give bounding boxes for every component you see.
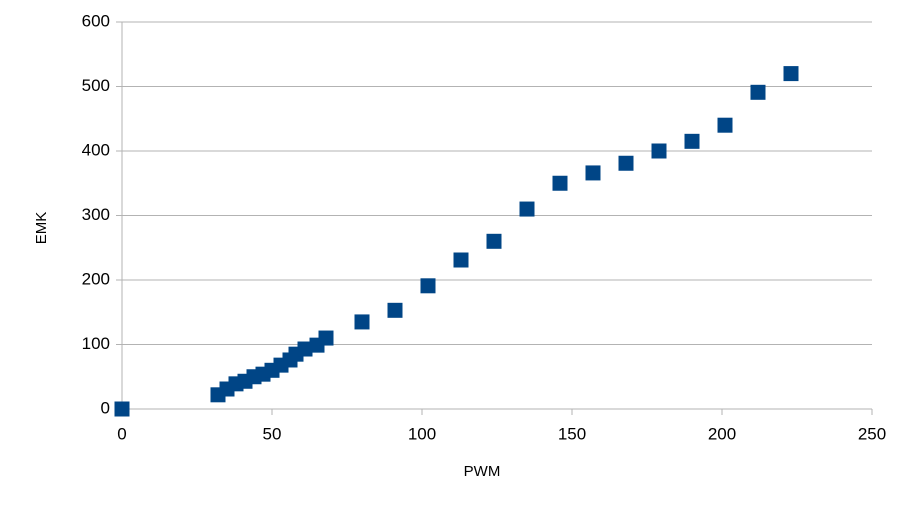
point: [387, 302, 403, 318]
y-tick-label: 200: [82, 269, 110, 288]
x-tick-label: 100: [408, 424, 436, 443]
x-tick-label: 0: [117, 424, 126, 443]
y-tick-label: 0: [101, 398, 110, 417]
point: [585, 165, 601, 181]
x-tick-label: 50: [263, 424, 282, 443]
point: [717, 117, 733, 133]
point: [519, 201, 535, 217]
y-tick-label: 100: [82, 334, 110, 353]
point: [651, 143, 667, 159]
y-tick-label: 300: [82, 205, 110, 224]
y-tick-label: 600: [82, 11, 110, 30]
point: [297, 341, 313, 357]
point: [783, 66, 799, 82]
y-axis-label: EMK: [33, 212, 50, 245]
y-tick-label: 500: [82, 76, 110, 95]
point: [453, 252, 469, 268]
x-axis-label: PWM: [464, 463, 501, 480]
point: [618, 155, 634, 171]
point: [552, 175, 568, 191]
point: [486, 233, 502, 249]
x-tick-label: 200: [708, 424, 736, 443]
point: [750, 84, 766, 100]
point: [354, 314, 370, 330]
x-tick-label: 250: [858, 424, 886, 443]
x-tick-label: 150: [558, 424, 586, 443]
point: [318, 330, 334, 346]
point: [420, 278, 436, 294]
point: [114, 401, 130, 417]
y-tick-label: 400: [82, 140, 110, 159]
point: [684, 133, 700, 149]
